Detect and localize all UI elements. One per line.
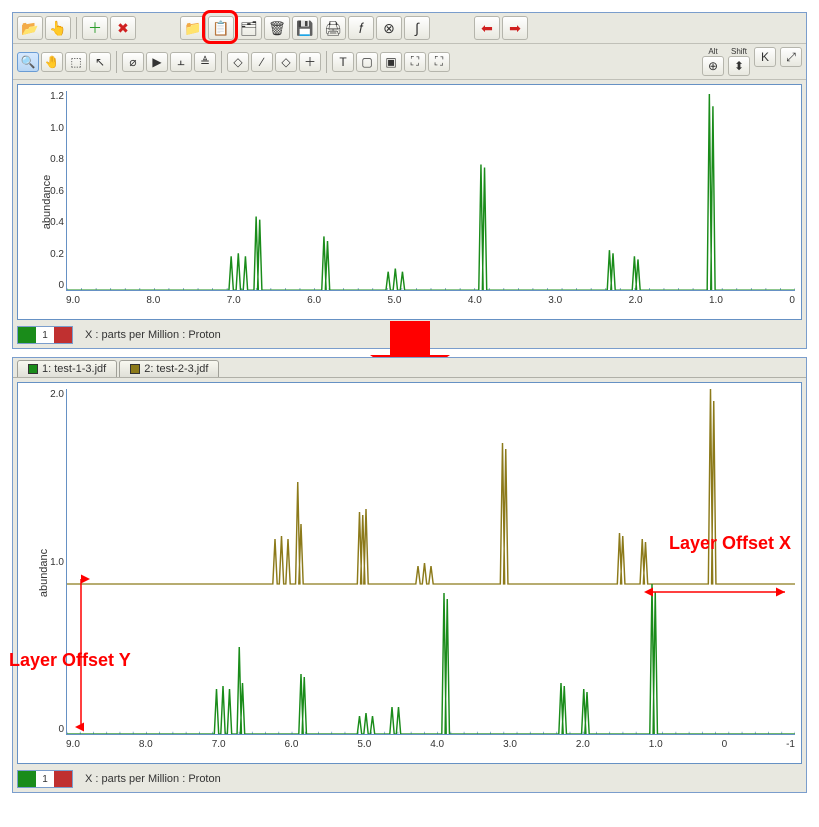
pan-icon[interactable]: 🤚	[41, 52, 63, 72]
baseline-icon[interactable]: ⫠	[170, 52, 192, 72]
x-axis-bottom: 9.08.07.06.05.04.03.02.01.00-1	[66, 737, 795, 761]
cursor-icon[interactable]: ↖	[89, 52, 111, 72]
rect-fill-icon[interactable]: ▢	[356, 52, 378, 72]
spectrum-chart-top: abundance 1.21.00.80.60.40.20 9.08.07.06…	[17, 84, 802, 320]
add-icon[interactable]: ＋	[82, 16, 108, 40]
expand-icon[interactable]: ⤢	[780, 47, 802, 67]
spectrum-panel-top: 📂👆＋✖📁📋🗂🗑💾🖨𝑓⊗∫⬅➡ 🔍🤚⬚↖⌀▶⫠≜◇∕◇＋T▢▣⛶⛶Alt⊕Shi…	[12, 12, 807, 349]
plot-area-top[interactable]	[66, 91, 795, 291]
close-circle-icon[interactable]: ⊗	[376, 16, 402, 40]
x-axis-top: 9.08.07.06.05.04.03.02.01.00	[66, 293, 795, 317]
resize-icon[interactable]: ⛶	[404, 52, 426, 72]
print-icon[interactable]: 🖨	[320, 16, 346, 40]
arrow-left-icon[interactable]: ⬅	[474, 16, 500, 40]
function-icon[interactable]: 𝑓	[348, 16, 374, 40]
k-icon[interactable]: K	[754, 47, 776, 67]
spectrum-panel-bottom: 1: test-1-3.jdf 2: test-2-3.jdf abundanc …	[12, 357, 807, 793]
x-axis-ticks: 9.08.07.06.05.04.03.02.01.00-1	[66, 737, 795, 750]
x-axis-ticks: 9.08.07.06.05.04.03.02.01.00	[66, 293, 795, 306]
integral-icon[interactable]: ∫	[404, 16, 430, 40]
slash-icon[interactable]: ⌀	[122, 52, 144, 72]
layer-indicator[interactable]: 1	[17, 326, 73, 344]
plot-area-bottom[interactable]	[66, 389, 795, 735]
stack-icon[interactable]: 🗂	[236, 16, 262, 40]
paste-layer-icon[interactable]: 📋	[208, 16, 234, 40]
shift-icon[interactable]: ⬍	[728, 56, 750, 76]
open2-icon[interactable]: 📁	[180, 16, 206, 40]
alt-icon[interactable]: ⊕	[702, 56, 724, 76]
crosshair-icon[interactable]: ＋	[299, 52, 321, 72]
line-icon[interactable]: ∕	[251, 52, 273, 72]
erase-icon[interactable]: ◇	[275, 52, 297, 72]
main-toolbar: 📂👆 ＋✖ 📁📋🗂🗑💾🖨𝑓⊗∫ ⬅➡	[13, 13, 806, 44]
tab-label: 2: test-2-3.jdf	[144, 363, 208, 375]
spectrum-chart-bottom: abundanc 2.01.00 9.08.07.06.05.04.03.02.…	[17, 382, 802, 764]
open-icon[interactable]: 📂	[17, 16, 43, 40]
layer-tabs: 1: test-1-3.jdf 2: test-2-3.jdf	[13, 358, 806, 378]
tools-toolbar: 🔍🤚⬚↖⌀▶⫠≜◇∕◇＋T▢▣⛶⛶Alt⊕Shift⬍K⤢	[13, 44, 806, 80]
tab-label: 1: test-1-3.jdf	[42, 363, 106, 375]
delete-icon[interactable]: ✖	[110, 16, 136, 40]
layer-tab[interactable]: 2: test-2-3.jdf	[119, 360, 219, 377]
y-axis-ticks: 2.01.00	[40, 389, 64, 735]
x-axis-title: X : parts per Million : Proton	[85, 773, 221, 785]
align-icon[interactable]: ≜	[194, 52, 216, 72]
arrow-right-icon[interactable]: ➡	[502, 16, 528, 40]
resize2-icon[interactable]: ⛶	[428, 52, 450, 72]
y-axis-ticks: 1.21.00.80.60.40.20	[40, 91, 64, 291]
zoom-region-icon[interactable]: ⬚	[65, 52, 87, 72]
text-icon[interactable]: T	[332, 52, 354, 72]
zoom-icon[interactable]: 🔍	[17, 52, 39, 72]
layer-indicator[interactable]: 1	[17, 770, 73, 788]
trash-icon[interactable]: 🗑	[264, 16, 290, 40]
x-axis-title: X : parts per Million : Proton	[85, 329, 221, 341]
rect-icon[interactable]: ▣	[380, 52, 402, 72]
layer-tab[interactable]: 1: test-1-3.jdf	[17, 360, 117, 377]
peak-icon[interactable]: ▶	[146, 52, 168, 72]
save-icon[interactable]: 💾	[292, 16, 318, 40]
open-hand-icon[interactable]: 👆	[45, 16, 71, 40]
diamond-icon[interactable]: ◇	[227, 52, 249, 72]
